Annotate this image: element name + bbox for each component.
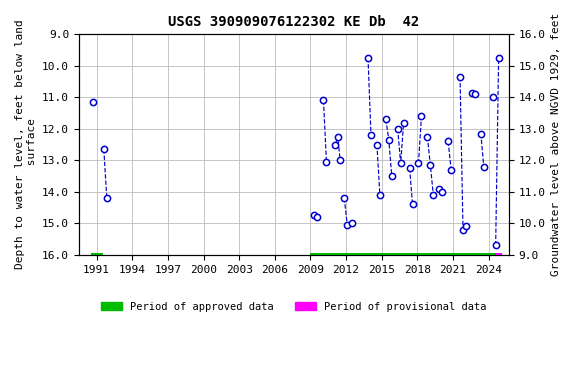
Bar: [91, 253, 103, 257]
Bar: [495, 253, 502, 257]
Y-axis label: Groundwater level above NGVD 1929, feet: Groundwater level above NGVD 1929, feet: [551, 13, 561, 276]
Legend: Period of approved data, Period of provisional data: Period of approved data, Period of provi…: [97, 297, 491, 316]
Y-axis label: Depth to water level, feet below land
 surface: Depth to water level, feet below land su…: [15, 20, 37, 270]
Title: USGS 390909076122302 KE Db  42: USGS 390909076122302 KE Db 42: [168, 15, 419, 29]
Bar: [310, 253, 495, 257]
